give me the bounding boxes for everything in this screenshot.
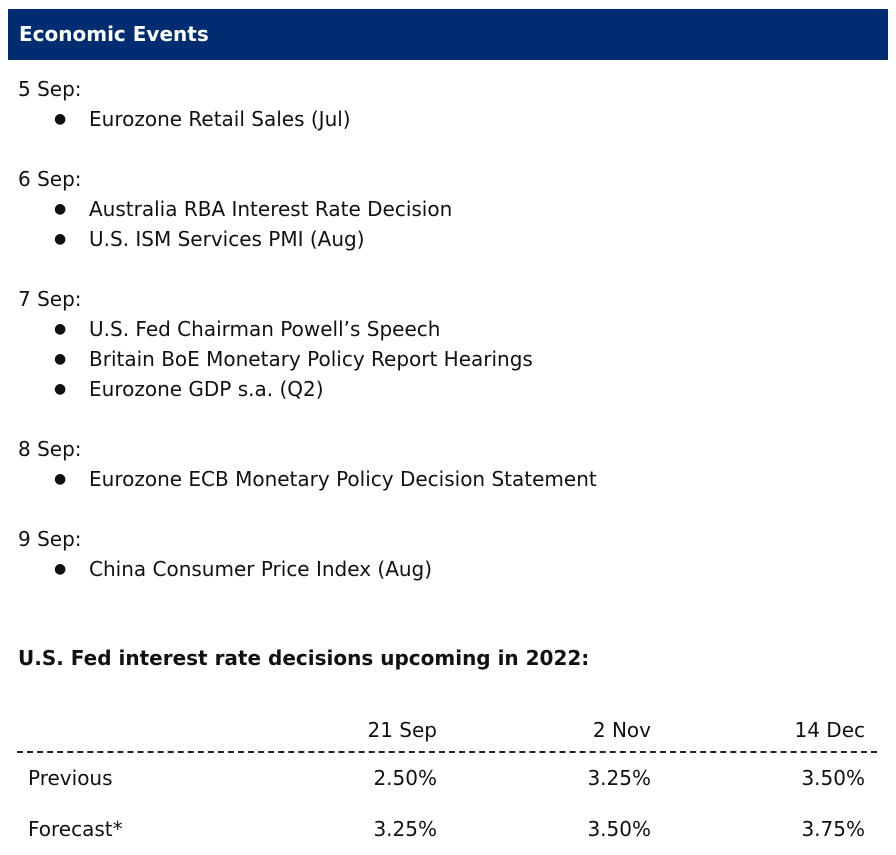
event-date: 8 Sep:	[18, 437, 82, 461]
fed-rate-table: 21 Sep 2 Nov 14 Dec Previous 2.50% 3.25%…	[17, 713, 877, 855]
list-item: ● U.S. ISM Services PMI (Aug)	[18, 224, 878, 254]
bullet-icon: ●	[54, 201, 67, 217]
event-day-8-sep: 8 Sep: ● Eurozone ECB Monetary Policy Dec…	[18, 434, 878, 494]
economic-events-list: 5 Sep: ● Eurozone Retail Sales (Jul) 6 Se…	[18, 74, 878, 614]
column-header: 14 Dec	[794, 718, 865, 742]
bullet-icon: ●	[54, 351, 67, 367]
event-items: ● Eurozone Retail Sales (Jul)	[18, 104, 878, 134]
event-name: Eurozone ECB Monetary Policy Decision St…	[89, 467, 597, 491]
list-item: ● Eurozone Retail Sales (Jul)	[18, 104, 878, 134]
list-item: ● Australia RBA Interest Rate Decision	[18, 194, 878, 224]
bullet-icon: ●	[54, 381, 67, 397]
bullet-icon: ●	[54, 111, 67, 127]
bullet-icon: ●	[54, 231, 67, 247]
list-item: ● U.S. Fed Chairman Powell’s Speech	[18, 314, 878, 344]
event-name: Eurozone GDP s.a. (Q2)	[89, 377, 324, 401]
bullet-icon: ●	[54, 321, 67, 337]
event-name: U.S. Fed Chairman Powell’s Speech	[89, 317, 441, 341]
event-day-9-sep: 9 Sep: ● China Consumer Price Index (Aug)	[18, 524, 878, 584]
event-name: U.S. ISM Services PMI (Aug)	[89, 227, 365, 251]
table-row: Previous 2.50% 3.25% 3.50%	[17, 753, 877, 804]
event-day-7-sep: 7 Sep: ● U.S. Fed Chairman Powell’s Speec…	[18, 284, 878, 404]
list-item: ● Eurozone ECB Monetary Policy Decision S…	[18, 464, 878, 494]
column-header: 2 Nov	[592, 718, 651, 742]
list-item: ● Britain BoE Monetary Policy Report Hear…	[18, 344, 878, 374]
event-name: Britain BoE Monetary Policy Report Heari…	[89, 347, 533, 371]
event-date: 9 Sep:	[18, 527, 82, 551]
row-label: Previous	[28, 766, 113, 790]
table-cell: 3.50%	[587, 817, 651, 841]
list-item: ● China Consumer Price Index (Aug)	[18, 554, 878, 584]
table-cell: 3.25%	[587, 766, 651, 790]
bullet-icon: ●	[54, 561, 67, 577]
row-label: Forecast*	[28, 817, 123, 841]
event-date: 7 Sep:	[18, 287, 82, 311]
event-day-5-sep: 5 Sep: ● Eurozone Retail Sales (Jul)	[18, 74, 878, 134]
event-day-6-sep: 6 Sep: ● Australia RBA Interest Rate Deci…	[18, 164, 878, 254]
table-cell: 3.50%	[801, 766, 865, 790]
table-cell: 3.75%	[801, 817, 865, 841]
bullet-icon: ●	[54, 471, 67, 487]
event-name: China Consumer Price Index (Aug)	[89, 557, 433, 581]
table-row: Forecast* 3.25% 3.50% 3.75%	[17, 804, 877, 855]
event-items: ● China Consumer Price Index (Aug)	[18, 554, 878, 584]
list-item: ● Eurozone GDP s.a. (Q2)	[18, 374, 878, 404]
section-header: Economic Events	[8, 9, 888, 60]
table-cell: 2.50%	[373, 766, 437, 790]
event-items: ● Australia RBA Interest Rate Decision ● U…	[18, 194, 878, 254]
column-header: 21 Sep	[367, 718, 437, 742]
event-items: ● Eurozone ECB Monetary Policy Decision S…	[18, 464, 878, 494]
event-name: Australia RBA Interest Rate Decision	[89, 197, 453, 221]
table-cell: 3.25%	[373, 817, 437, 841]
section-title: Economic Events	[19, 22, 209, 46]
event-date: 6 Sep:	[18, 167, 82, 191]
table-header-row: 21 Sep 2 Nov 14 Dec	[17, 713, 877, 753]
fed-rate-title: U.S. Fed interest rate decisions upcomin…	[18, 646, 590, 670]
event-items: ● U.S. Fed Chairman Powell’s Speech ● Brit…	[18, 314, 878, 404]
event-date: 5 Sep:	[18, 77, 82, 101]
event-name: Eurozone Retail Sales (Jul)	[89, 107, 351, 131]
